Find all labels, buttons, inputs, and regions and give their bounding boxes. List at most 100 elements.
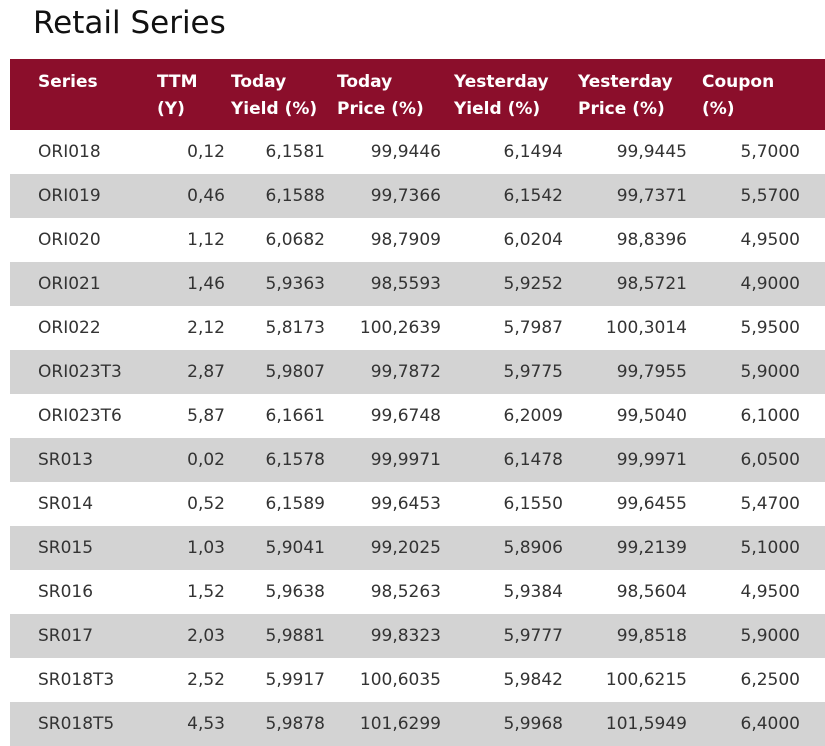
series-cell: SR018T3 [38, 670, 115, 690]
coupon-cell: 5,5700 [740, 186, 800, 206]
yesterday-price-cell: 99,2139 [616, 538, 687, 558]
today-price-cell: 99,7366 [370, 186, 441, 206]
ttm-cell: 5,87 [187, 406, 225, 426]
today-yield-cell: 5,9041 [265, 538, 325, 558]
today-yield-cell: 6,1589 [265, 494, 325, 514]
today-yield-cell: 6,1588 [265, 186, 325, 206]
today-price-cell: 99,8323 [370, 626, 441, 646]
today-price-cell: 99,7872 [370, 362, 441, 382]
today-yield-cell: 5,9807 [265, 362, 325, 382]
table-row: ORI021 1,46 5,9363 98,5593 5,9252 98,5721 4,90… [10, 262, 825, 306]
table-row: SR016 1,52 5,9638 98,5263 5,9384 98,5604 4,950… [10, 570, 825, 614]
yesterday-price-cell: 99,8518 [616, 626, 687, 646]
coupon-cell: 5,9000 [740, 362, 800, 382]
yesterday-price-cell: 99,9445 [616, 142, 687, 162]
table-row: ORI022 2,12 5,8173 100,2639 5,7987 100,3014 5,… [10, 306, 825, 350]
yesterday-yield-cell: 5,8906 [503, 538, 563, 558]
ttm-cell: 1,03 [187, 538, 225, 558]
yesterday-yield-cell: 6,1550 [503, 494, 563, 514]
yesterday-yield-cell: 5,9777 [503, 626, 563, 646]
yesterday-price-cell: 99,9971 [616, 450, 687, 470]
coupon-cell: 6,0500 [740, 450, 800, 470]
coupon-cell: 6,4000 [740, 714, 800, 734]
today-yield-cell: 6,1578 [265, 450, 325, 470]
page-title: Retail Series [33, 5, 226, 41]
yesterday-price-cell: 100,6215 [605, 670, 687, 690]
series-cell: ORI021 [38, 274, 101, 294]
coupon-cell: 5,1000 [740, 538, 800, 558]
coupon-cell: 5,7000 [740, 142, 800, 162]
column-header-series: Series [38, 72, 98, 92]
series-cell: SR015 [38, 538, 94, 558]
today-yield-cell: 5,9363 [265, 274, 325, 294]
series-cell: ORI018 [38, 142, 101, 162]
yesterday-price-cell: 101,5949 [605, 714, 687, 734]
today-yield-cell: 5,9638 [265, 582, 325, 602]
column-header-today-yield: Today Yield (%) [231, 72, 318, 119]
ttm-cell: 1,52 [187, 582, 225, 602]
today-yield-cell: 5,9878 [265, 714, 325, 734]
table-row: ORI023T6 5,87 6,1661 99,6748 6,2009 99,5040 6,… [10, 394, 825, 438]
coupon-cell: 4,9500 [740, 230, 800, 250]
today-yield-cell: 5,8173 [265, 318, 325, 338]
yesterday-yield-cell: 5,9968 [503, 714, 563, 734]
table-row: SR014 0,52 6,1589 99,6453 6,1550 99,6455 5,470… [10, 482, 825, 526]
coupon-cell: 4,9000 [740, 274, 800, 294]
today-yield-cell: 6,0682 [265, 230, 325, 250]
table-row: SR015 1,03 5,9041 99,2025 5,8906 99,2139 5,100… [10, 526, 825, 570]
ttm-cell: 0,02 [187, 450, 225, 470]
table-row: SR017 2,03 5,9881 99,8323 5,9777 99,8518 5,900… [10, 614, 825, 658]
coupon-cell: 6,2500 [740, 670, 800, 690]
series-cell: ORI023T3 [38, 362, 122, 382]
ttm-cell: 2,87 [187, 362, 225, 382]
coupon-cell: 5,9000 [740, 626, 800, 646]
ttm-cell: 1,12 [187, 230, 225, 250]
today-price-cell: 100,6035 [359, 670, 441, 690]
series-cell: SR017 [38, 626, 94, 646]
table-header-row: Series TTM (Y) Today Yield (%) Today Pri… [10, 59, 825, 130]
retail-series-table: Series TTM (Y) Today Yield (%) Today Pri… [10, 59, 825, 746]
table-row: SR018T3 2,52 5,9917 100,6035 5,9842 100,6215 6… [10, 658, 825, 702]
today-price-cell: 98,5593 [370, 274, 441, 294]
yesterday-yield-cell: 5,7987 [503, 318, 563, 338]
series-cell: SR014 [38, 494, 94, 514]
yesterday-price-cell: 99,7955 [616, 362, 687, 382]
yesterday-price-cell: 99,6455 [616, 494, 687, 514]
column-header-ttm: TTM (Y) [157, 72, 198, 119]
ttm-cell: 4,53 [187, 714, 225, 734]
yesterday-price-cell: 98,5604 [616, 582, 687, 602]
column-header-today-price: Today Price (%) [337, 72, 424, 119]
today-price-cell: 99,9446 [370, 142, 441, 162]
yesterday-yield-cell: 5,9775 [503, 362, 563, 382]
ttm-cell: 0,52 [187, 494, 225, 514]
today-yield-cell: 6,1661 [265, 406, 325, 426]
yesterday-yield-cell: 5,9252 [503, 274, 563, 294]
today-price-cell: 98,5263 [370, 582, 441, 602]
series-cell: ORI019 [38, 186, 101, 206]
today-price-cell: 99,2025 [370, 538, 441, 558]
series-cell: SR013 [38, 450, 94, 470]
today-price-cell: 101,6299 [359, 714, 441, 734]
yesterday-price-cell: 98,5721 [616, 274, 687, 294]
series-cell: ORI022 [38, 318, 101, 338]
yesterday-price-cell: 99,7371 [616, 186, 687, 206]
coupon-cell: 6,1000 [740, 406, 800, 426]
yesterday-price-cell: 98,8396 [616, 230, 687, 250]
yesterday-price-cell: 99,5040 [616, 406, 687, 426]
table-row: ORI020 1,12 6,0682 98,7909 6,0204 98,8396 4,95… [10, 218, 825, 262]
ttm-cell: 1,46 [187, 274, 225, 294]
today-yield-cell: 6,1581 [265, 142, 325, 162]
ttm-cell: 2,03 [187, 626, 225, 646]
table-row: SR013 0,02 6,1578 99,9971 6,1478 99,9971 6,050… [10, 438, 825, 482]
coupon-cell: 5,4700 [740, 494, 800, 514]
today-yield-cell: 5,9881 [265, 626, 325, 646]
today-price-cell: 98,7909 [370, 230, 441, 250]
today-price-cell: 99,9971 [370, 450, 441, 470]
series-cell: ORI023T6 [38, 406, 122, 426]
table-row: ORI019 0,46 6,1588 99,7366 6,1542 99,7371 5,57… [10, 174, 825, 218]
ttm-cell: 0,46 [187, 186, 225, 206]
today-yield-cell: 5,9917 [265, 670, 325, 690]
yesterday-yield-cell: 6,0204 [503, 230, 563, 250]
series-cell: SR016 [38, 582, 94, 602]
series-cell: ORI020 [38, 230, 101, 250]
